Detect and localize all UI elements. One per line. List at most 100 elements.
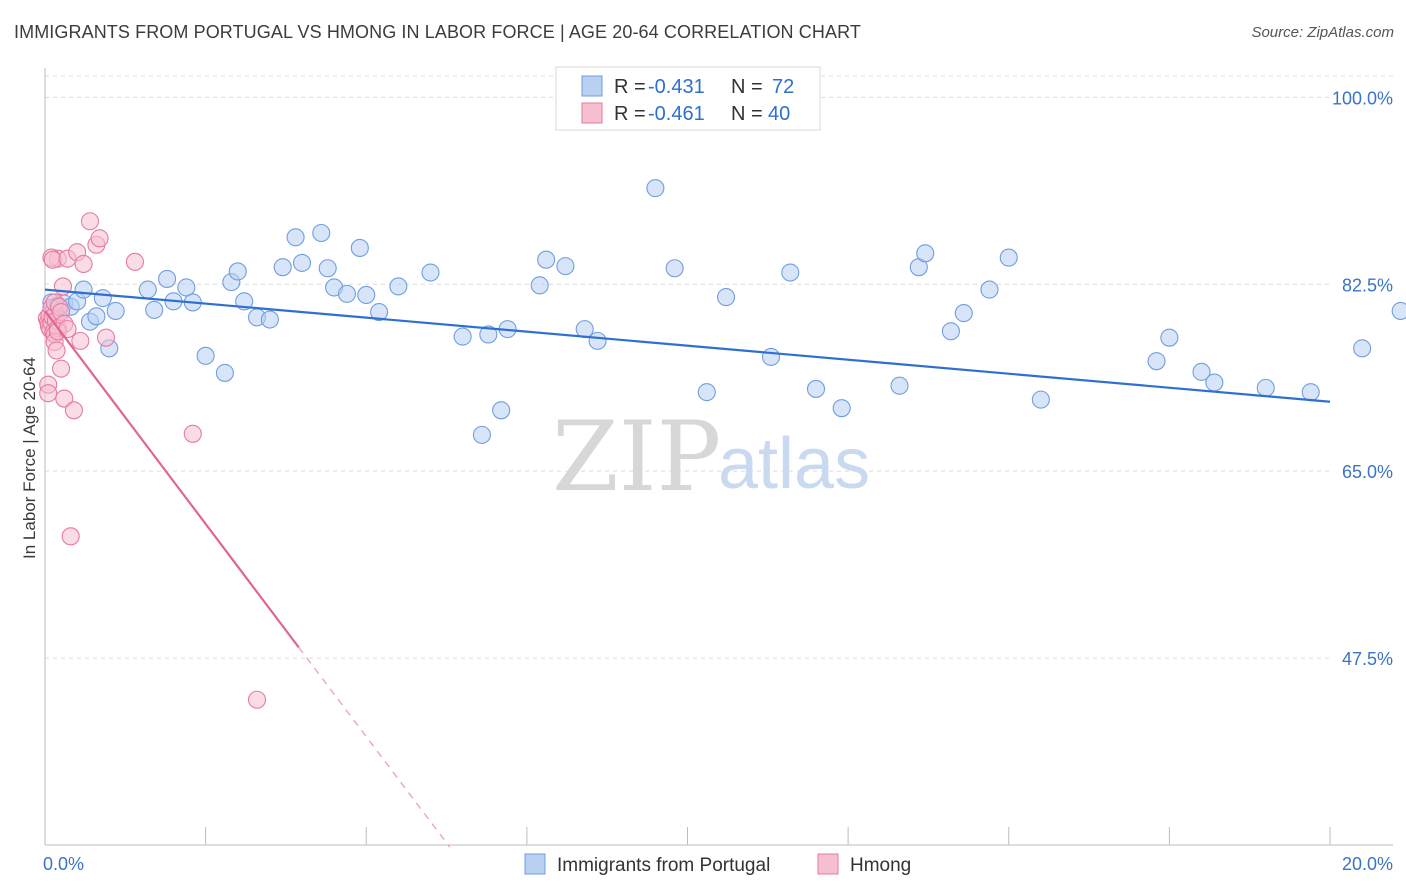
point-portugal (806, 379, 826, 398)
point-portugal (665, 259, 684, 278)
legend-r-value-1: -0.431 (648, 76, 705, 98)
y-tick-label: 65.0% (1342, 462, 1393, 482)
point-portugal (318, 259, 337, 278)
bottom-legend-swatch-portugal (524, 853, 546, 875)
legend-n-value-2: 40 (768, 103, 790, 125)
point-portugal (273, 258, 292, 277)
point-hmong (47, 341, 66, 360)
x-tick-labels: 0.0% 20.0% (43, 854, 1393, 874)
axes (44, 68, 1393, 846)
y-axis-label: In Labor Force | Age 20-64 (20, 357, 39, 559)
bottom-legend: Immigrants from Portugal Hmong (524, 853, 911, 876)
point-portugal (697, 383, 716, 402)
legend-r-value-2: -0.461 (648, 103, 705, 125)
point-portugal (228, 262, 247, 281)
point-portugal (106, 301, 125, 321)
point-portugal (87, 307, 106, 326)
point-hmong (61, 527, 80, 546)
point-portugal (646, 179, 665, 198)
point-portugal (1353, 339, 1372, 358)
x-tick-label: 20.0% (1342, 854, 1393, 874)
point-portugal (177, 278, 196, 297)
legend-n-label-1: N = (731, 76, 763, 98)
point-portugal (716, 288, 736, 307)
point-hmong (74, 254, 93, 274)
point-portugal (215, 363, 234, 382)
point-hmong (183, 424, 202, 443)
trend-lines (44, 288, 1331, 848)
trend-line-hmong (44, 310, 300, 649)
point-portugal (1031, 390, 1050, 409)
point-portugal (492, 401, 511, 420)
point-portugal (832, 399, 851, 418)
point-portugal (286, 228, 305, 247)
point-portugal (980, 280, 999, 299)
watermark-zip: ZIP (552, 401, 721, 513)
trend-line-hmong-extension (298, 647, 451, 848)
point-portugal (916, 244, 935, 263)
point-portugal (93, 289, 112, 308)
point-portugal (370, 302, 389, 322)
point-portugal (1205, 373, 1224, 392)
point-hmong (247, 690, 267, 709)
point-portugal (312, 223, 331, 243)
point-hmong (52, 359, 71, 378)
legend-swatch-portugal (581, 75, 603, 97)
legend-swatch-hmong (581, 102, 603, 124)
bottom-legend-label-portugal: Immigrants from Portugal (557, 855, 770, 876)
point-portugal (530, 276, 549, 295)
point-portugal (588, 331, 607, 350)
point-portugal (74, 280, 93, 299)
point-hmong (90, 229, 109, 248)
point-portugal (941, 322, 960, 341)
point-portugal (145, 300, 164, 319)
point-hmong (39, 384, 58, 403)
y-tick-label: 100.0% (1332, 88, 1393, 108)
point-portugal (260, 310, 279, 329)
watermark-atlas: atlas (718, 424, 870, 504)
point-portugal (357, 285, 376, 305)
legend-n-label-2: N = (731, 103, 763, 125)
point-portugal (556, 257, 575, 276)
point-portugal (337, 284, 357, 303)
point-hmong (125, 252, 144, 271)
trend-line-portugal (44, 288, 1331, 403)
point-portugal (954, 304, 973, 323)
point-portugal (1301, 383, 1320, 402)
point-portugal (537, 250, 556, 269)
point-portugal (421, 263, 440, 282)
point-portugal (138, 280, 157, 299)
legend-n-value-1: 72 (772, 76, 794, 98)
point-portugal (1391, 301, 1406, 321)
point-portugal (1256, 378, 1275, 397)
point-portugal (781, 263, 800, 282)
point-hmong (55, 389, 74, 408)
bottom-legend-label-hmong: Hmong (850, 855, 911, 876)
point-portugal (453, 327, 472, 346)
y-tick-label: 47.5% (1342, 649, 1393, 669)
point-portugal (479, 325, 498, 344)
point-portugal (158, 269, 177, 288)
point-portugal (999, 248, 1018, 267)
point-portugal (196, 346, 215, 365)
point-portugal (890, 376, 909, 395)
legend-r-label-2: R = (614, 103, 646, 125)
point-hmong (96, 328, 116, 347)
y-tick-label: 82.5% (1342, 275, 1393, 295)
point-portugal (1160, 328, 1179, 347)
point-hmong (71, 331, 90, 350)
source-label: Source: ZipAtlas.com (1251, 24, 1394, 41)
chart-title: IMMIGRANTS FROM PORTUGAL VS HMONG IN LAB… (14, 22, 861, 42)
data-points (37, 179, 1406, 709)
y-tick-labels: 100.0% 82.5% 65.0% 47.5% (1332, 88, 1393, 669)
watermark: ZIP atlas (552, 401, 870, 513)
point-portugal (350, 238, 369, 258)
point-portugal (389, 277, 408, 296)
point-portugal (292, 253, 312, 272)
legend-r-label-1: R = (614, 76, 646, 98)
point-hmong (80, 212, 100, 231)
point-portugal (761, 347, 781, 366)
bottom-legend-swatch-hmong (817, 853, 839, 875)
grid (45, 75, 1393, 659)
